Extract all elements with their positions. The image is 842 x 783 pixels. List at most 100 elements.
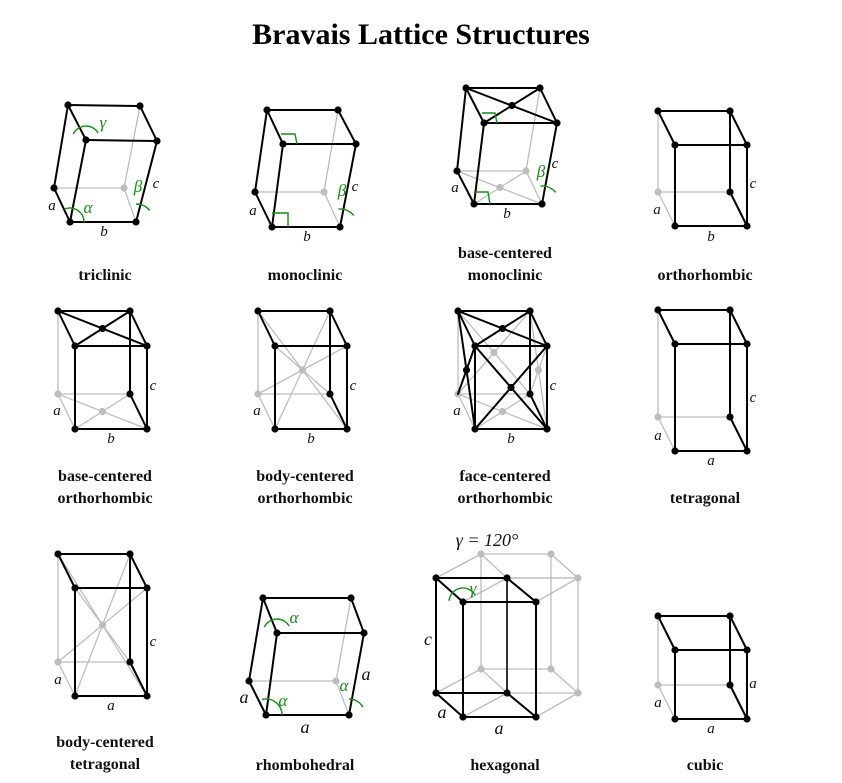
lattice-point: [671, 141, 679, 149]
a-label: a: [453, 403, 461, 419]
lattice-point: [508, 101, 516, 110]
lattice-point: [671, 646, 679, 654]
hidden-edge: [525, 87, 541, 172]
caption-line-1: face-centered: [459, 468, 550, 485]
beta-label: β: [337, 181, 347, 200]
edge: [57, 310, 76, 347]
lattice-point: [671, 715, 679, 723]
angle-arc: [261, 698, 283, 716]
lattice-point: [503, 689, 511, 697]
hidden-edge: [435, 553, 482, 579]
cell-body-centered-orthorhombic: a b c body-centered orthorhombic: [253, 307, 357, 507]
lattice-point: [743, 447, 751, 455]
hidden-edge: [123, 187, 137, 223]
hidden-lattice-point: [54, 658, 62, 666]
hidden-edge: [123, 105, 141, 189]
lattice-point: [143, 692, 151, 700]
lattice-point: [71, 584, 79, 592]
edge: [265, 632, 278, 716]
edge: [139, 105, 158, 142]
hidden-edge: [57, 661, 76, 697]
caption-line-1: monoclinic: [268, 267, 343, 284]
lattice-point: [271, 425, 279, 433]
beta-label: β: [536, 162, 546, 181]
hidden-lattice-point: [98, 621, 107, 629]
edge: [248, 680, 267, 716]
edge: [67, 104, 87, 141]
lattice-point: [498, 324, 507, 333]
lattice-point: [553, 119, 561, 127]
edge: [506, 577, 537, 603]
hidden-lattice-point: [120, 184, 128, 192]
lattice-point: [326, 307, 334, 315]
a-bottom-label: a: [707, 721, 715, 737]
b-label: b: [503, 206, 511, 222]
a-label: a: [53, 403, 61, 419]
angle-arc: [72, 125, 99, 135]
hidden-lattice-point: [498, 407, 507, 416]
cell-hexagonal: γ γ = 120° c a a hexagonal: [424, 530, 582, 774]
lattice-point: [259, 594, 267, 602]
hidden-edge: [335, 597, 352, 682]
hidden-lattice-point: [547, 665, 555, 673]
lattice-point: [507, 383, 515, 392]
lattice-point: [462, 84, 470, 92]
alpha-top-label: α: [290, 608, 300, 627]
lattice-point: [279, 140, 287, 148]
lattice-point: [726, 413, 734, 421]
hidden-edge: [550, 668, 579, 694]
caption-line-1: body-centered: [56, 734, 154, 751]
edge: [248, 597, 264, 682]
lattice-point: [726, 681, 734, 689]
gamma-label: γ: [100, 113, 108, 132]
angle-arc: [448, 587, 476, 601]
edge: [435, 577, 464, 603]
lattice-point: [262, 711, 270, 719]
c-label: c: [750, 390, 757, 406]
lattice-point: [82, 136, 90, 144]
hidden-lattice-point: [298, 366, 307, 374]
a-right-label: a: [362, 664, 371, 684]
lattice-point: [743, 222, 751, 230]
lattice-point: [136, 102, 144, 110]
lattice-point: [347, 594, 355, 602]
hidden-edge: [57, 393, 76, 430]
caption-line-2: orthorhombic: [257, 490, 352, 507]
edge: [529, 310, 548, 347]
lattice-point: [64, 101, 72, 109]
lattice-point: [671, 340, 679, 348]
hidden-edge: [335, 680, 350, 716]
hidden-edge: [257, 393, 276, 430]
edge: [129, 553, 148, 589]
hidden-lattice-point: [654, 188, 662, 196]
hidden-lattice-point: [332, 677, 340, 685]
hidden-lattice-point: [547, 550, 555, 558]
lattice-point: [126, 658, 134, 666]
edge: [129, 661, 148, 697]
b-label: b: [707, 229, 715, 245]
a-label: a: [249, 203, 257, 219]
lattice-point: [245, 677, 253, 685]
c-label: c: [352, 179, 359, 195]
lattice-point: [743, 646, 751, 654]
right-angle-mark: [272, 212, 289, 227]
cell-face-centered-orthorhombic: a b c face-centered orthorhombic: [453, 307, 557, 507]
edge: [129, 310, 148, 347]
c-label: c: [153, 176, 160, 192]
lattice-point: [726, 107, 734, 115]
lattice-point: [453, 167, 461, 175]
lattice-point: [71, 692, 79, 700]
lattice-point: [743, 715, 751, 723]
caption-line-2: tetragonal: [70, 756, 141, 773]
a-label: a: [653, 202, 661, 218]
lattice-point: [726, 612, 734, 620]
cell-base-centered-orthorhombic: a b c base-centered orthorhombic: [53, 307, 157, 507]
right-angle-mark: [482, 112, 498, 124]
lattice-point: [532, 713, 540, 721]
hidden-edge: [462, 692, 508, 718]
edge: [657, 309, 676, 345]
hidden-lattice-point: [574, 574, 582, 582]
edge: [53, 187, 71, 223]
a-right-label: a: [749, 676, 757, 692]
